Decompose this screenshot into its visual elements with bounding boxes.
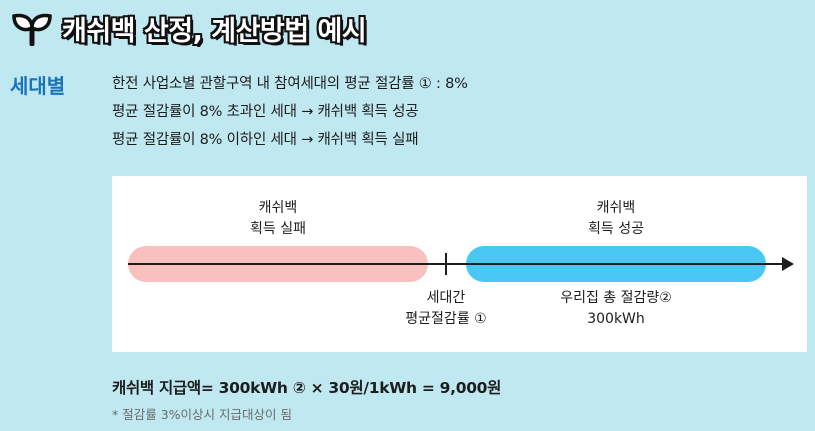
average-label-line1: 세대간 [426, 290, 466, 306]
formula-text: 캐쉬백 지급액= 300kWh ② × 30원/1kWh = 9,000원 [112, 379, 502, 397]
page-title: 캐쉬백 산정, 계산방법 예시 [62, 15, 367, 47]
fail-label: 캐쉬백 획득 실패 [218, 198, 338, 240]
average-tick [445, 253, 447, 275]
usage-label: 우리집 총 절감량② 300kWh [536, 288, 696, 330]
rule-average: 한전 사업소별 관할구역 내 참여세대의 평균 절감률 ① : 8% [112, 76, 468, 92]
average-label: 세대간 평균절감률 ① [376, 288, 516, 330]
average-label-line2: 평균절감률 ① [405, 311, 487, 327]
success-label: 캐쉬백 획득 성공 [556, 198, 676, 240]
usage-label-line1: 우리집 총 절감량② [560, 290, 672, 306]
footnote: * 절감률 3%이상시 지급대상이 됨 [112, 407, 292, 422]
rules-list: 한전 사업소별 관할구역 내 참여세대의 평균 절감률 ① : 8% 평균 절감… [112, 70, 468, 154]
rule-fail: 평균 절감률이 8% 이하인 세대 → 캐쉬백 획득 실패 [112, 132, 419, 148]
sprout-icon [12, 13, 52, 46]
success-label-line1: 캐쉬백 [596, 200, 636, 216]
arrow-head-icon [782, 257, 794, 271]
fail-label-line2: 획득 실패 [250, 221, 306, 237]
page-header: 캐쉬백 산정, 계산방법 예시 [12, 8, 367, 48]
section-label: 세대별 [10, 74, 66, 98]
fail-label-line1: 캐쉬백 [258, 200, 298, 216]
rule-success: 평균 절감률이 8% 초과인 세대 → 캐쉬백 획득 성공 [112, 104, 419, 120]
axis-line [128, 263, 784, 265]
cashback-diagram: 캐쉬백 획득 실패 캐쉬백 획득 성공 세대간 평균절감률 ① 우리집 총 절감… [112, 176, 807, 352]
success-label-line2: 획득 성공 [588, 221, 644, 237]
usage-label-line2: 300kWh [587, 311, 645, 327]
